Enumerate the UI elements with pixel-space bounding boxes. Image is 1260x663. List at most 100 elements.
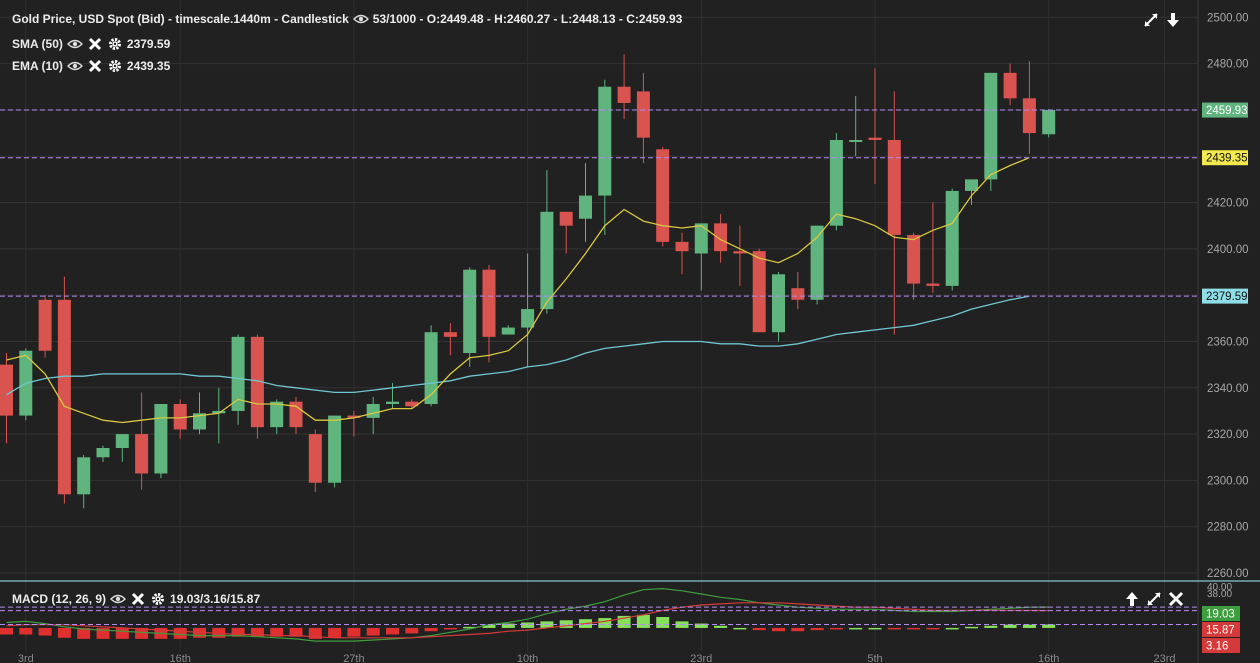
candle-body — [829, 140, 843, 226]
macd-histogram-bar — [559, 620, 573, 628]
macd-histogram-bar — [0, 627, 13, 635]
macd-histogram-bar — [96, 627, 110, 639]
price-label-text: 2439.35 — [1206, 153, 1248, 165]
main-pane-controls — [1143, 12, 1181, 28]
macd-value-text: 19.03 — [1206, 609, 1235, 621]
close-icon[interactable] — [130, 592, 146, 606]
candle-body — [482, 269, 496, 337]
time-axis: 3rd 16th 27th 10th 23rd 5th 16th 23rd — [18, 653, 1176, 663]
chart-title-row: Gold Price, USD Spot (Bid) - timescale.1… — [12, 12, 682, 26]
macd-histogram-bar — [656, 617, 670, 628]
candle-body — [984, 72, 998, 180]
candle-body — [772, 274, 785, 333]
candle-body — [347, 415, 361, 418]
close-icon[interactable] — [1168, 591, 1184, 607]
macd-value-box — [1202, 622, 1240, 637]
candle-body — [463, 269, 477, 354]
candle-body — [270, 401, 284, 428]
macd-value-text: 15.87 — [1206, 625, 1235, 637]
expand-icon[interactable] — [1146, 591, 1162, 607]
price-tick-label: 2480.00 — [1207, 59, 1249, 71]
candle-body — [173, 404, 187, 430]
price-tick-label: 2280.00 — [1207, 522, 1249, 534]
candle-body — [791, 288, 805, 300]
candle-body — [694, 223, 708, 254]
candle-body — [733, 251, 747, 254]
chart-ohlc-stats: 53/1000 - O:2449.48 - H:2460.27 - L:2448… — [372, 12, 683, 26]
indicator-value: 2379.59 — [126, 37, 171, 51]
macd-histogram-bar — [887, 627, 901, 630]
time-tick-label: 5th — [867, 653, 882, 663]
close-icon[interactable] — [87, 59, 103, 73]
time-tick-label: 10th — [517, 653, 538, 663]
macd-histogram-bar — [386, 627, 399, 635]
candle-body — [714, 223, 728, 252]
macd-histogram-bar — [289, 627, 303, 637]
eye-icon[interactable] — [66, 37, 83, 51]
candle-body — [366, 404, 380, 418]
arrow-down-icon[interactable] — [1165, 12, 1181, 28]
candle-body — [0, 364, 13, 416]
time-tick-label: 16th — [169, 653, 190, 663]
indicator-label: EMA (10) — [12, 59, 63, 73]
macd-histogram-bar — [328, 627, 342, 638]
candles — [0, 54, 1056, 509]
macd-values: 19.03/3.16/15.87 — [170, 592, 261, 606]
macd-histogram-bar — [926, 627, 940, 630]
macd-tick-label: 38.00 — [1207, 589, 1232, 600]
candle-body — [38, 299, 52, 351]
price-tick-label: 2320.00 — [1207, 429, 1249, 441]
arrow-up-icon[interactable] — [1124, 591, 1140, 607]
macd-histogram-bar — [733, 627, 747, 630]
chart-title: Gold Price, USD Spot (Bid) - timescale.1… — [12, 12, 349, 26]
gear-icon[interactable] — [107, 37, 123, 51]
macd-histogram-bar — [38, 627, 52, 636]
macd-histogram-bar — [810, 627, 824, 631]
macd-histogram-bar — [424, 627, 438, 632]
eye-icon[interactable] — [352, 12, 369, 26]
time-tick-label: 27th — [343, 653, 364, 663]
candle-body — [115, 434, 129, 448]
candle-body — [521, 309, 535, 328]
candle-body — [308, 434, 322, 483]
candle-body — [598, 86, 612, 196]
macd-histogram-bar — [19, 627, 33, 635]
macd-value-box — [1202, 606, 1240, 621]
indicator-lines — [6, 157, 1030, 424]
macd-histogram-bar — [463, 626, 477, 629]
candle-body — [1022, 98, 1036, 134]
time-tick-label: 23rd — [690, 653, 712, 663]
eye-icon[interactable] — [110, 592, 127, 606]
macd-histogram-bar — [694, 623, 708, 628]
price-tick-label: 2260.00 — [1207, 568, 1249, 580]
price-label-text: 2459.93 — [1206, 105, 1248, 117]
candle-body — [328, 415, 342, 483]
candle-body — [1042, 110, 1056, 135]
expand-icon[interactable] — [1143, 12, 1159, 28]
ema-10-line — [6, 157, 1030, 424]
price-tick-label: 2340.00 — [1207, 383, 1249, 395]
candle-body — [154, 404, 168, 474]
time-tick-label: 23rd — [1153, 653, 1175, 663]
macd-histogram-bar — [1003, 624, 1017, 628]
macd-histogram-bar — [521, 622, 535, 628]
macd-histogram-bar — [636, 614, 650, 628]
close-icon[interactable] — [87, 37, 103, 51]
macd-histogram-bar — [405, 627, 419, 634]
macd-histogram-bar — [752, 627, 766, 631]
gear-icon[interactable] — [107, 59, 123, 73]
macd-histogram-bar — [1042, 624, 1056, 628]
candle-body — [193, 413, 206, 430]
candle-body — [57, 299, 71, 495]
eye-icon[interactable] — [66, 59, 83, 73]
macd-histogram-bar — [501, 623, 515, 628]
candle-body — [424, 332, 438, 404]
gear-icon[interactable] — [150, 592, 166, 606]
macd-histogram-bar — [714, 625, 728, 628]
price-tick-label: 2400.00 — [1207, 244, 1249, 256]
time-tick-label: 16th — [1038, 653, 1059, 663]
macd-histogram-bar — [77, 627, 91, 639]
macd-histogram-bar — [135, 627, 149, 639]
macd-histogram-bar — [791, 627, 805, 632]
